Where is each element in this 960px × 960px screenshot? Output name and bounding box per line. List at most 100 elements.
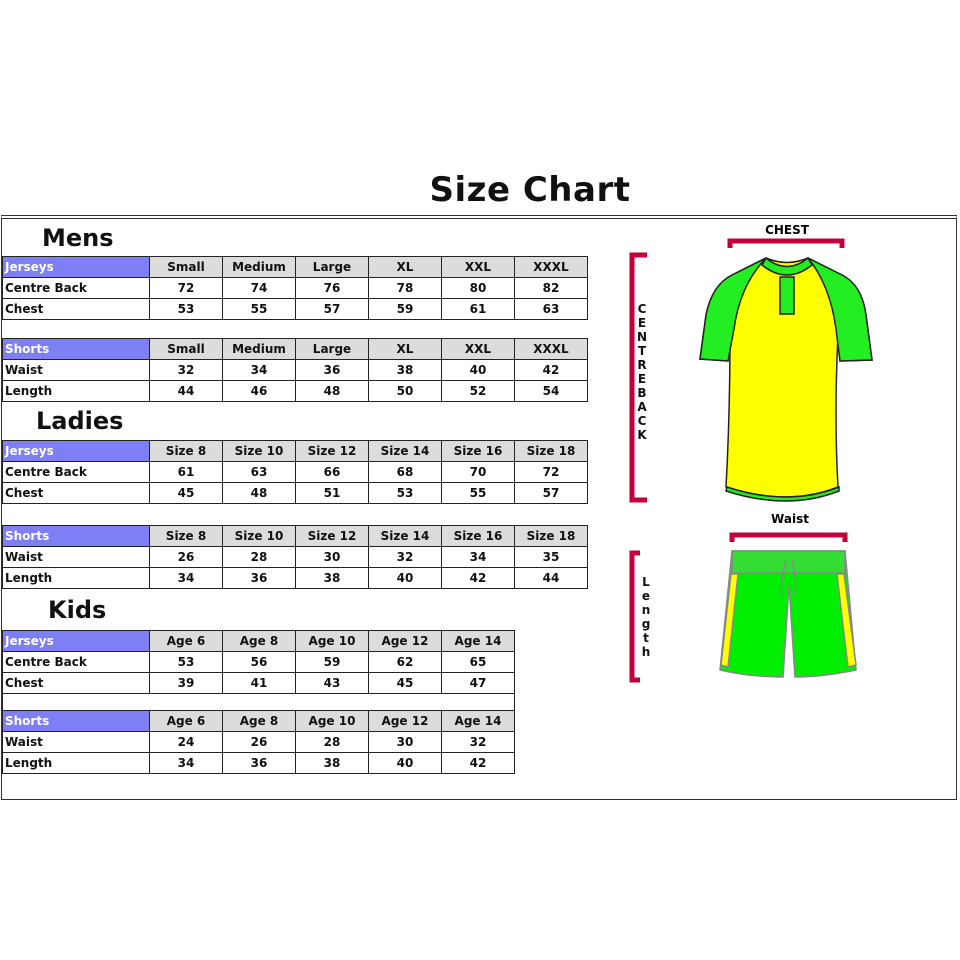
measurement-value: 36 [295, 359, 369, 381]
measurement-value: 53 [149, 298, 223, 320]
measurement-value: 55 [222, 298, 296, 320]
measurement-value: 53 [368, 482, 442, 504]
size-header-cell: Size 16 [441, 525, 515, 547]
ladies-shorts-table: Shorts Size 8 Size 10 Size 12 Size 14 Size 16… [2, 525, 588, 589]
measurement-value: 72 [149, 277, 223, 299]
table-header-row: Jerseys Age 6 Age 8 Age 10 Age 12 Age 14 [2, 630, 515, 652]
measurement-value: 63 [514, 298, 588, 320]
measurement-value: 82 [514, 277, 588, 299]
measurement-label: Chest [2, 298, 150, 320]
table-row: Centre Back 72 74 76 78 80 82 [2, 277, 588, 299]
measurement-value: 32 [441, 731, 515, 753]
section-heading-kids: Kids [48, 596, 107, 624]
size-header-cell: XXXL [514, 256, 588, 278]
table-header-row: Jerseys Size 8 Size 10 Size 12 Size 14 Size 1… [2, 440, 588, 462]
table-row: Chest 53 55 57 59 61 63 [2, 298, 588, 320]
measurement-value: 30 [368, 731, 442, 753]
table-row: Chest 39 41 43 45 47 [2, 672, 515, 694]
table-category-label: Jerseys [2, 440, 150, 462]
measurement-value: 62 [368, 651, 442, 673]
measurement-value: 68 [368, 461, 442, 483]
length-label: Length [641, 575, 651, 659]
measurement-value: 66 [295, 461, 369, 483]
measurement-value: 32 [368, 546, 442, 568]
measurement-label: Chest [2, 482, 150, 504]
size-header-cell: XL [368, 256, 442, 278]
size-header-cell: Size 8 [149, 525, 223, 547]
table-header-row: Shorts Age 6 Age 8 Age 10 Age 12 Age 14 [2, 710, 515, 732]
table-category-label: Shorts [2, 710, 150, 732]
table-row: Length 34 36 38 40 42 [2, 752, 515, 774]
waist-bracket [729, 532, 848, 542]
size-header-cell: Age 12 [368, 710, 442, 732]
measurement-value: 26 [222, 731, 296, 753]
ladies-jerseys-table: Jerseys Size 8 Size 10 Size 12 Size 14 Size 1… [2, 440, 588, 504]
table-row: Waist 32 34 36 38 40 42 [2, 359, 588, 381]
measurement-value: 54 [514, 380, 588, 402]
measurement-label: Waist [2, 359, 150, 381]
measurement-value: 51 [295, 482, 369, 504]
size-header-cell: Age 12 [368, 630, 442, 652]
table-header-row: Shorts Size 8 Size 10 Size 12 Size 14 Size 16… [2, 525, 588, 547]
table-header-row: Jerseys Small Medium Large XL XXL XXXL [2, 256, 588, 278]
measurement-value: 80 [441, 277, 515, 299]
mens-shorts-table: Shorts Small Medium Large XL XXL XXXL Waist 32 34… [2, 338, 588, 402]
measurement-value: 55 [441, 482, 515, 504]
measurement-label: Centre Back [2, 651, 150, 673]
measurement-value: 28 [295, 731, 369, 753]
size-header-cell: Medium [222, 338, 296, 360]
section-heading-mens: Mens [42, 224, 114, 252]
size-header-cell: Medium [222, 256, 296, 278]
measurement-value: 36 [222, 752, 296, 774]
measurement-value: 70 [441, 461, 515, 483]
table-row: Centre Back 53 56 59 62 65 [2, 651, 515, 673]
measurement-label: Length [2, 567, 150, 589]
size-header-cell: Size 8 [149, 440, 223, 462]
measurement-value: 40 [368, 752, 442, 774]
measurement-label: Waist [2, 731, 150, 753]
size-header-cell: Size 14 [368, 525, 442, 547]
measurement-value: 34 [441, 546, 515, 568]
kids-table: Jerseys Age 6 Age 8 Age 10 Age 12 Age 14 Centr… [2, 630, 515, 774]
table-category-label: Shorts [2, 338, 150, 360]
measurement-value: 42 [441, 567, 515, 589]
table-row: Chest 45 48 51 53 55 57 [2, 482, 588, 504]
table-row: Length 34 36 38 40 42 44 [2, 567, 588, 589]
measurement-value: 36 [222, 567, 296, 589]
measurement-value: 53 [149, 651, 223, 673]
spacer-row [2, 693, 515, 711]
size-header-cell: Age 8 [222, 710, 296, 732]
size-header-cell: XL [368, 338, 442, 360]
measurement-value: 50 [368, 380, 442, 402]
measurement-value: 52 [441, 380, 515, 402]
measurement-value: 34 [149, 752, 223, 774]
measurement-value: 26 [149, 546, 223, 568]
section-heading-ladies: Ladies [36, 407, 124, 435]
table-category-label: Shorts [2, 525, 150, 547]
size-header-cell: Size 12 [295, 440, 369, 462]
shorts-icon [719, 550, 857, 678]
measurement-value: 38 [368, 359, 442, 381]
chart-frame [1, 215, 957, 800]
measurement-value: 47 [441, 672, 515, 694]
measurement-label: Chest [2, 672, 150, 694]
size-header-cell: Age 10 [295, 630, 369, 652]
measurement-value: 56 [222, 651, 296, 673]
size-header-cell: Size 18 [514, 525, 588, 547]
size-header-cell: Size 10 [222, 440, 296, 462]
measurement-value: 42 [441, 752, 515, 774]
size-header-cell: Size 14 [368, 440, 442, 462]
size-header-cell: XXL [441, 338, 515, 360]
size-header-cell: Age 14 [441, 630, 515, 652]
size-header-cell: Age 14 [441, 710, 515, 732]
measurement-value: 44 [149, 380, 223, 402]
measurement-value: 78 [368, 277, 442, 299]
size-header-cell: Size 16 [441, 440, 515, 462]
measurement-value: 63 [222, 461, 296, 483]
measurement-value: 30 [295, 546, 369, 568]
size-header-cell: Age 6 [149, 630, 223, 652]
measurement-label: Centre Back [2, 461, 150, 483]
measurement-value: 76 [295, 277, 369, 299]
measurement-value: 34 [222, 359, 296, 381]
